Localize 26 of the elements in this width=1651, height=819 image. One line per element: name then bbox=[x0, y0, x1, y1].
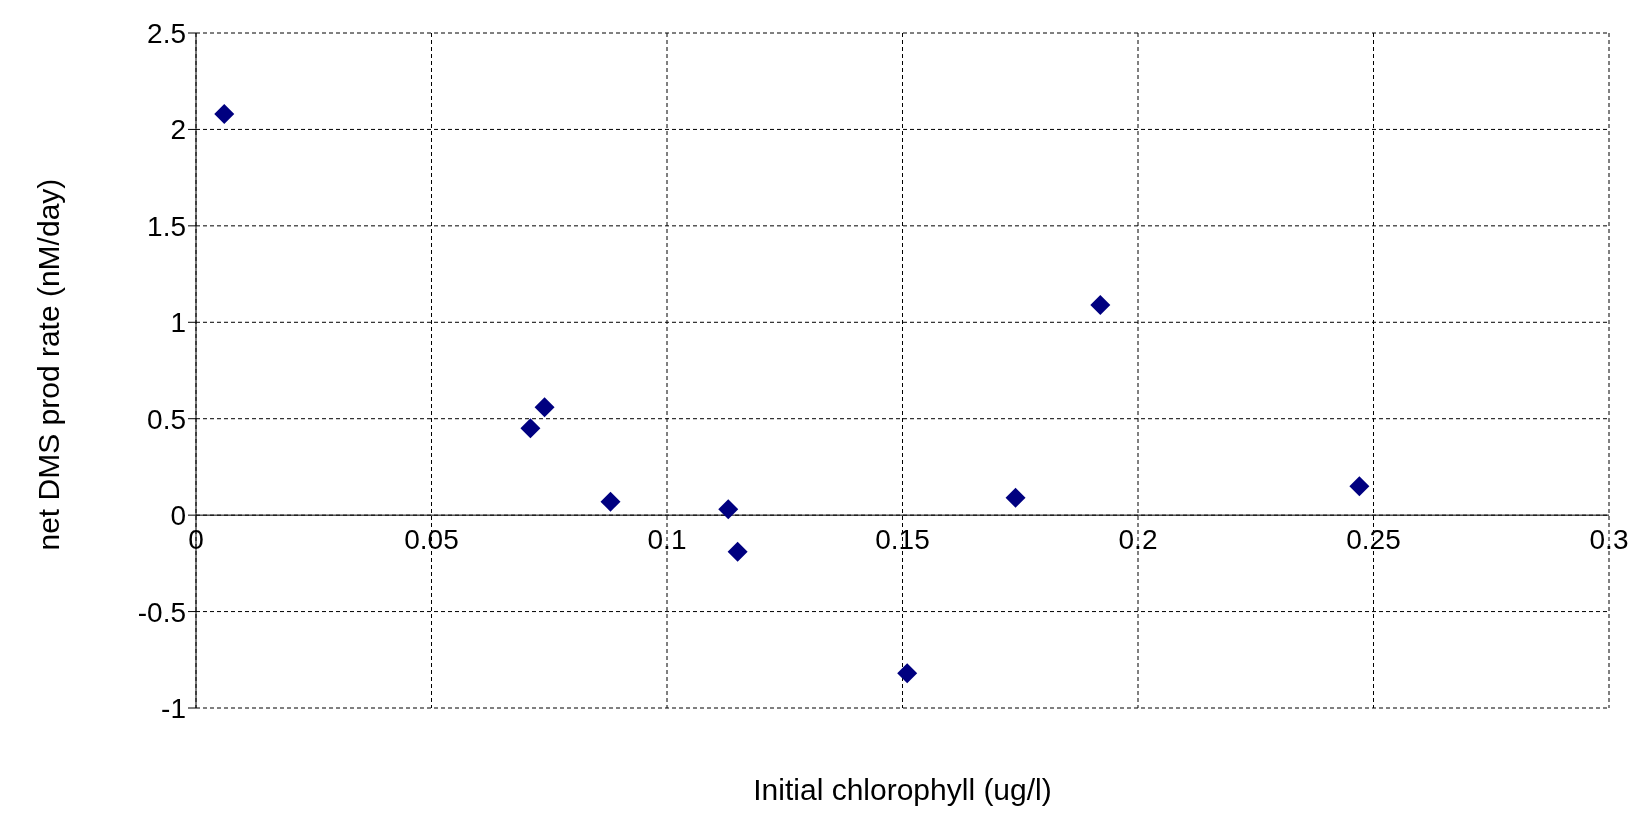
x-tick-label: 0.05 bbox=[404, 524, 459, 556]
point bbox=[1090, 294, 1111, 315]
point bbox=[214, 104, 235, 124]
x-tick-label: 0.15 bbox=[875, 524, 930, 556]
point bbox=[520, 418, 541, 439]
y-tick-label: 1.5 bbox=[147, 210, 186, 242]
y-tick-label: 1 bbox=[170, 307, 186, 339]
y-axis-title: net DMS prod rate (nM/day) bbox=[31, 178, 65, 551]
y-tick-label: -0.5 bbox=[137, 596, 186, 628]
y-tick-label: -1 bbox=[161, 692, 186, 724]
y-tick-label: 2 bbox=[170, 114, 186, 146]
point bbox=[897, 663, 918, 684]
y-tick-label: 0.5 bbox=[147, 403, 186, 435]
point bbox=[534, 397, 555, 418]
point bbox=[600, 491, 621, 512]
x-tick-label: 0.2 bbox=[1118, 524, 1158, 556]
x-tick-label: 0.3 bbox=[1589, 524, 1629, 556]
point bbox=[718, 499, 739, 520]
x-axis-title: Initial chlorophyll (ug/l) bbox=[753, 773, 1052, 806]
y-tick-label: 0 bbox=[170, 500, 186, 532]
x-tick-label: 0.25 bbox=[1346, 524, 1401, 556]
point bbox=[727, 541, 748, 562]
point bbox=[1349, 476, 1370, 497]
point bbox=[1005, 487, 1026, 508]
y-tick-label: 2.5 bbox=[147, 17, 186, 49]
x-tick-label: 0.1 bbox=[647, 524, 687, 556]
